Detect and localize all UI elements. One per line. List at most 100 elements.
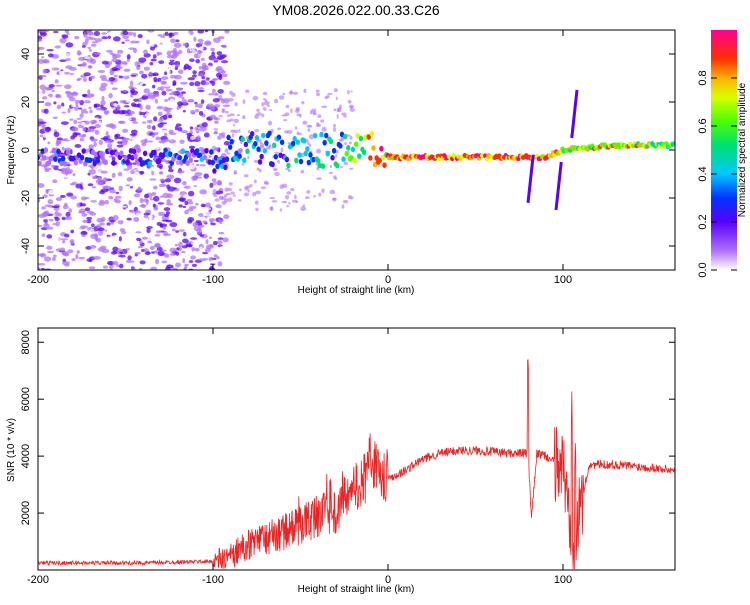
noise-speckle xyxy=(97,168,104,172)
noise-speckle xyxy=(102,241,107,244)
ridge-blob xyxy=(330,154,335,161)
noise-speckle xyxy=(67,186,73,191)
noise-speckle xyxy=(176,247,180,251)
noise-speckle xyxy=(222,104,231,108)
noise-speckle xyxy=(79,137,85,142)
noise-speckle xyxy=(139,70,144,75)
noise-speckle xyxy=(120,74,129,77)
noise-speckle xyxy=(115,191,120,195)
noise-speckle xyxy=(112,98,121,101)
noise-speckle xyxy=(126,177,133,182)
noise-speckle xyxy=(51,67,60,71)
noise-speckle xyxy=(146,124,152,130)
noise-speckle xyxy=(182,180,187,186)
noise-speckle xyxy=(41,267,45,270)
ridge-blob xyxy=(111,160,116,166)
noise-speckle xyxy=(241,115,246,120)
noise-speckle xyxy=(186,132,192,136)
noise-speckle xyxy=(208,83,213,88)
noise-speckle xyxy=(137,245,143,248)
noise-speckle xyxy=(90,233,99,239)
ridge-blob xyxy=(168,151,173,157)
snr-x-tick-label: -200 xyxy=(27,574,49,586)
noise-speckle xyxy=(61,34,69,39)
noise-speckle xyxy=(47,53,54,58)
noise-speckle xyxy=(99,75,107,79)
ridge-blob xyxy=(147,160,153,167)
noise-speckle xyxy=(157,250,165,257)
noise-speckle xyxy=(59,37,67,44)
noise-speckle xyxy=(296,113,302,117)
noise-speckle xyxy=(88,266,96,270)
ridge-blob xyxy=(295,139,301,145)
noise-speckle xyxy=(102,265,108,269)
noise-speckle xyxy=(286,191,292,195)
noise-speckle xyxy=(91,157,96,162)
ridge-blob xyxy=(56,148,61,155)
noise-speckle xyxy=(47,87,54,90)
noise-speckle xyxy=(301,100,305,105)
noise-speckle xyxy=(169,221,178,228)
colorbar-tick-label: 0.0 xyxy=(697,262,709,277)
noise-speckle xyxy=(88,144,94,150)
noise-speckle xyxy=(117,219,124,225)
noise-speckle xyxy=(139,197,144,204)
noise-speckle xyxy=(104,229,108,232)
noise-speckle xyxy=(53,131,60,138)
noise-speckle xyxy=(42,194,48,199)
noise-speckle xyxy=(133,216,140,223)
ridge-blob xyxy=(46,160,52,166)
noise-speckle xyxy=(166,50,172,56)
ridge-blob xyxy=(133,153,138,160)
noise-speckle xyxy=(61,252,67,256)
noise-speckle xyxy=(266,145,271,150)
noise-speckle xyxy=(336,114,339,119)
noise-speckle xyxy=(74,144,82,149)
noise-speckle xyxy=(44,102,52,107)
ridge-blob xyxy=(59,160,64,167)
noise-speckle xyxy=(223,141,230,146)
noise-speckle xyxy=(139,104,143,110)
noise-speckle xyxy=(72,91,77,94)
ridge-blob xyxy=(229,138,234,145)
noise-speckle xyxy=(136,237,142,242)
noise-speckle xyxy=(93,141,97,148)
ridge-blob xyxy=(240,136,245,143)
noise-speckle xyxy=(189,126,194,130)
noise-speckle xyxy=(261,113,265,118)
noise-speckle xyxy=(222,237,229,243)
noise-speckle xyxy=(60,121,69,125)
noise-speckle xyxy=(190,109,195,115)
noise-speckle xyxy=(255,207,259,212)
noise-speckle xyxy=(116,264,120,268)
noise-speckle xyxy=(288,91,294,95)
noise-speckle xyxy=(123,168,130,171)
colorbar: 0.0 0.2 0.4 0.6 0.8 Normalized spectral ampl… xyxy=(697,30,748,278)
noise-speckle xyxy=(175,262,181,268)
noise-speckle xyxy=(153,131,159,136)
noise-speckle xyxy=(331,197,337,201)
noise-speckle xyxy=(199,189,208,195)
noise-speckle xyxy=(116,215,124,221)
noise-speckle xyxy=(97,69,106,73)
noise-speckle xyxy=(168,164,173,170)
noise-speckle xyxy=(152,54,157,59)
noise-speckle xyxy=(109,52,115,55)
noise-speckle xyxy=(44,168,50,173)
noise-speckle xyxy=(127,255,132,261)
noise-speckle xyxy=(349,108,356,112)
noise-speckle xyxy=(98,120,102,124)
noise-speckle xyxy=(205,86,213,93)
noise-speckle xyxy=(51,90,56,93)
noise-speckle xyxy=(180,130,189,134)
noise-speckle xyxy=(247,189,250,193)
noise-speckle xyxy=(186,200,194,205)
noise-speckle xyxy=(288,201,291,205)
noise-speckle xyxy=(101,186,109,189)
noise-speckle xyxy=(113,102,117,107)
noise-speckle xyxy=(197,38,204,43)
noise-speckle xyxy=(135,212,143,216)
noise-speckle xyxy=(87,46,92,49)
noise-speckle xyxy=(118,236,122,242)
